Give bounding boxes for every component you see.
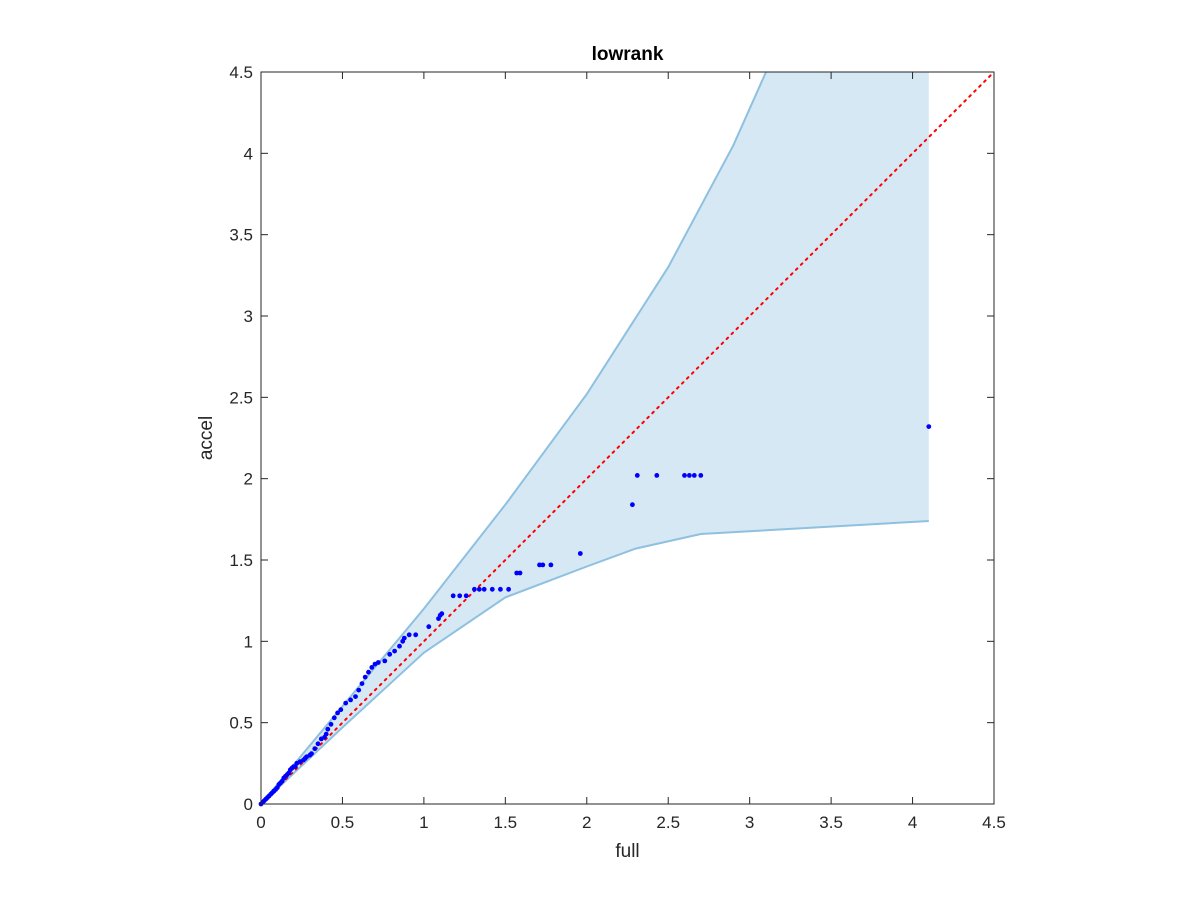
x-tick-label: 0.5: [331, 813, 355, 832]
x-tick-label: 0: [256, 813, 265, 832]
data-point: [392, 648, 397, 654]
data-point: [548, 562, 554, 568]
data-point: [413, 632, 419, 638]
y-tick-label: 3: [244, 307, 253, 326]
data-point: [439, 611, 445, 617]
data-point: [328, 721, 334, 727]
data-point: [687, 473, 692, 478]
data-point: [577, 551, 583, 556]
x-tick-label: 3.5: [819, 813, 843, 832]
data-point: [353, 694, 358, 699]
data-point: [630, 502, 635, 508]
data-point: [489, 586, 495, 592]
data-point: [926, 424, 932, 429]
data-point: [338, 707, 344, 713]
data-point: [481, 586, 487, 592]
data-point: [348, 697, 353, 703]
data-point: [356, 687, 362, 693]
axis-ticks: 0 0.5 1 1.5 2 2.5 3 3.5 4 4.5 0 0.5 1 1.5 2 2.5 3 3.5 4 4.5: [229, 63, 1005, 832]
x-tick-label: 1: [419, 813, 428, 832]
band-fill: [261, 72, 929, 804]
data-point: [691, 473, 697, 478]
data-point: [457, 593, 463, 599]
y-tick-label: 1.5: [229, 551, 253, 570]
data-point: [331, 715, 337, 721]
y-tick-label: 2.5: [229, 388, 253, 407]
data-point: [309, 751, 314, 756]
y-tick-label: 1: [244, 632, 253, 651]
y-tick-label: 3.5: [229, 226, 253, 245]
data-point: [325, 726, 331, 732]
data-point: [312, 746, 318, 752]
data-point: [540, 562, 546, 568]
y-tick-label: 4: [244, 144, 253, 163]
y-tick-label: 2: [244, 470, 253, 489]
y-tick-label: 0.5: [229, 714, 253, 733]
x-tick-label: 2: [582, 813, 591, 832]
chart-title: lowrank: [592, 44, 664, 65]
band-lower-edge: [260, 520, 929, 805]
data-point: [387, 651, 393, 657]
data-point: [335, 710, 340, 716]
data-point: [472, 586, 477, 592]
data-point: [369, 665, 375, 670]
x-tick-label: 3: [745, 813, 754, 832]
x-tick-label: 4: [908, 813, 917, 832]
data-point: [426, 624, 432, 630]
data-point: [362, 674, 368, 680]
reference-line: [260, 71, 995, 805]
data-point: [450, 593, 456, 599]
data-point: [323, 731, 329, 737]
data-point: [498, 586, 503, 592]
data-point: [514, 570, 520, 576]
data-point: [359, 681, 365, 686]
data-point: [366, 669, 371, 675]
data-point: [698, 473, 704, 478]
data-point: [517, 570, 523, 576]
band-upper-edge: [260, 71, 767, 805]
x-tick-label: 1.5: [494, 813, 518, 832]
y-tick-label: 0: [244, 795, 253, 814]
data-point: [506, 586, 511, 592]
data-point: [375, 660, 381, 665]
data-point: [406, 632, 412, 638]
data-point: [401, 635, 407, 641]
data-point: [397, 643, 402, 649]
x-axis-label: full: [615, 841, 639, 862]
data-point: [343, 700, 349, 706]
data-point: [654, 473, 660, 478]
data-point: [476, 586, 482, 592]
data-point: [682, 473, 687, 478]
confidence-band: [260, 71, 929, 805]
x-tick-label: 4.5: [982, 813, 1006, 832]
data-point: [315, 741, 321, 747]
data-point: [634, 473, 640, 478]
data-point: [382, 658, 388, 664]
data-point: [463, 593, 469, 599]
reference-line-diagonal: [260, 71, 995, 805]
x-tick-label: 2.5: [656, 813, 680, 832]
y-axis-label: accel: [196, 416, 217, 460]
y-tick-label: 4.5: [229, 63, 253, 82]
data-point: [537, 562, 542, 568]
axes-box: [260, 71, 995, 805]
